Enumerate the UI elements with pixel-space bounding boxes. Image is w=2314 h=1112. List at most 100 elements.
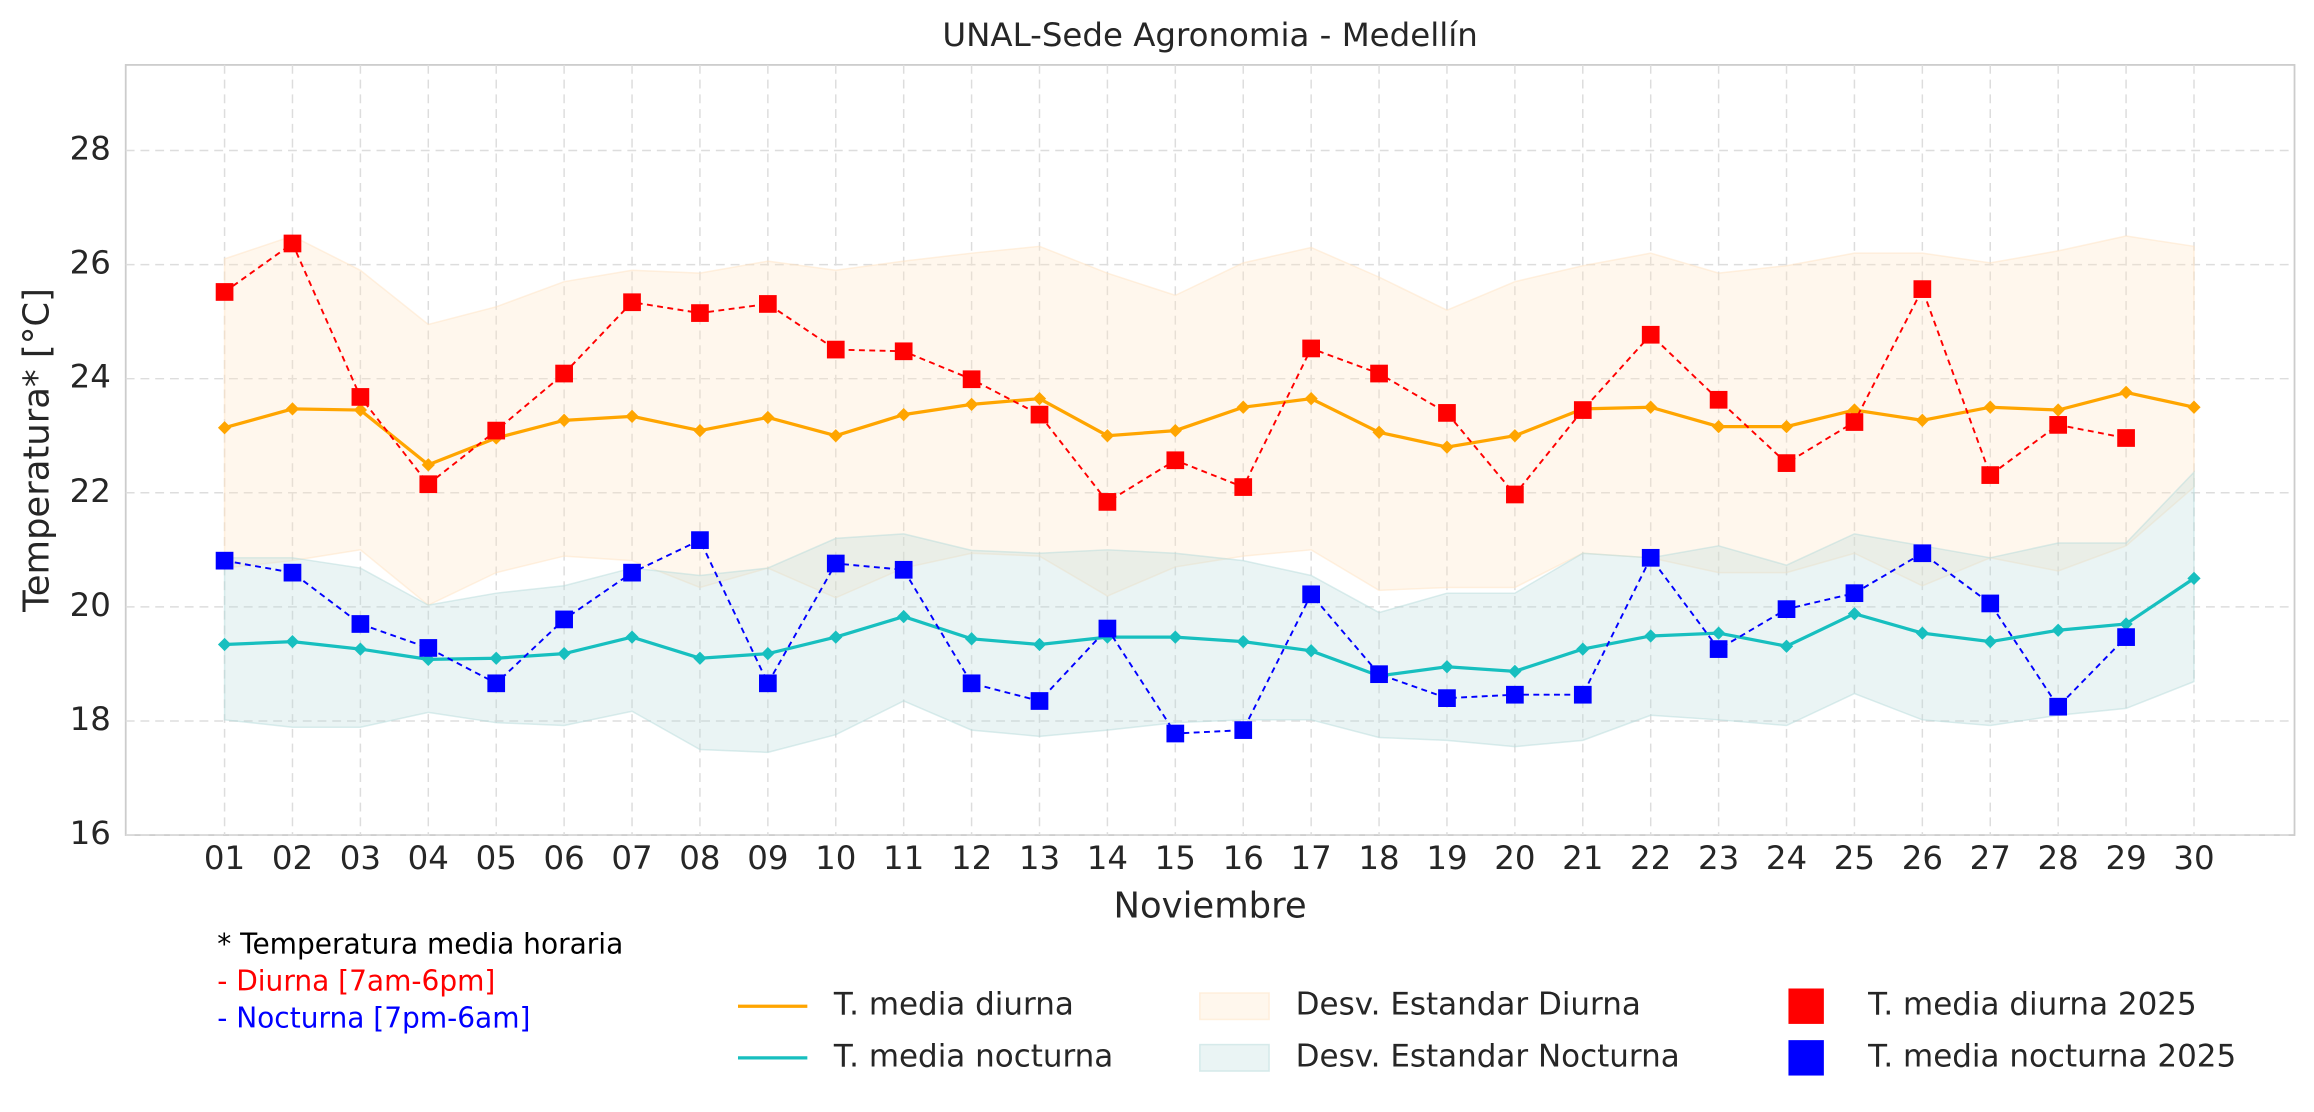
mean-line (224, 390, 2195, 467)
legend-label: T. media nocturna (833, 1038, 1113, 1074)
point (625, 409, 639, 423)
x-tick-label: 14 (1087, 839, 1128, 877)
square-marker (826, 554, 845, 573)
point (625, 630, 639, 644)
x-tick-label: 17 (1291, 839, 1332, 877)
point (761, 410, 775, 425)
point (353, 642, 368, 656)
x-tick-label: 15 (1155, 839, 1196, 877)
square-marker (759, 674, 777, 693)
square-marker (1438, 689, 1456, 707)
y-axis-label: Temperatura* [°C] (17, 288, 58, 613)
x-tick-label: 24 (1766, 839, 1807, 877)
square-marker (1845, 413, 1864, 431)
square-marker (351, 615, 370, 633)
square-marker (283, 234, 302, 253)
x-tick-label: 08 (679, 839, 720, 877)
point (2119, 617, 2133, 631)
square-marker (419, 475, 438, 494)
square-marker (1506, 485, 1524, 504)
square-marker (1913, 280, 1932, 298)
note: * Temperatura media horaria (217, 928, 623, 961)
square-marker (487, 674, 506, 693)
square-marker (1506, 685, 1524, 704)
point (1711, 419, 1726, 434)
square-marker (1981, 466, 2000, 484)
point (1168, 630, 1182, 644)
note: - Diurna [7am-6pm] (217, 965, 495, 998)
x-tick-label: 01 (204, 839, 245, 877)
x-tick-label: 11 (883, 839, 924, 877)
x-tick-label: 18 (1358, 839, 1399, 877)
plot-area (124, 64, 2296, 836)
square-marker (1234, 478, 1253, 496)
x-tick-label: 03 (340, 839, 381, 877)
square-marker (962, 674, 981, 693)
square-marker (962, 370, 981, 389)
square-marker (555, 364, 573, 383)
x-tick-label: 12 (951, 839, 992, 877)
square-marker (1845, 584, 1864, 603)
point (829, 630, 843, 644)
square-marker (2117, 429, 2135, 447)
square-marker (691, 531, 709, 549)
point (2119, 385, 2133, 400)
x-tick-label: 19 (1426, 839, 1467, 877)
x-tick-label: 23 (1698, 839, 1739, 877)
square-marker (1030, 405, 1049, 424)
y-tick-label: 22 (70, 472, 111, 510)
point (897, 609, 911, 624)
point (1508, 664, 1522, 678)
square-marker (1302, 585, 1320, 604)
square-marker (894, 560, 913, 579)
square-marker (1302, 339, 1320, 358)
square-marker (487, 421, 506, 440)
x-tick-label: 29 (2105, 839, 2146, 877)
point (217, 637, 232, 652)
legend-swatch (1788, 988, 1824, 1024)
point (1372, 425, 1386, 439)
square-marker (1370, 665, 1388, 684)
x-tick-label: 26 (1902, 839, 1943, 877)
point (1032, 392, 1047, 406)
point (1508, 429, 1522, 443)
point (1915, 626, 1929, 640)
point (964, 632, 979, 646)
point (1983, 400, 1997, 414)
square-marker (894, 342, 913, 361)
x-tick-label: 04 (408, 839, 449, 877)
point (2051, 403, 2065, 417)
point (1644, 629, 1658, 643)
square-marker (1234, 721, 1253, 739)
square-marker (2049, 416, 2068, 434)
mean-line (224, 576, 2195, 678)
point (353, 403, 368, 417)
point (1236, 635, 1250, 649)
square-marker (1641, 325, 1660, 344)
point (421, 458, 435, 472)
point (2051, 623, 2065, 637)
point (693, 651, 707, 665)
square-marker (1573, 401, 1592, 419)
square-marker (1981, 594, 2000, 613)
point (1576, 642, 1590, 656)
x-tick-label: 30 (2173, 839, 2214, 877)
square-marker (215, 551, 234, 570)
point (1100, 429, 1115, 443)
x-tick-label: 05 (476, 839, 517, 877)
square-marker (623, 293, 641, 312)
square-marker (1641, 548, 1660, 567)
legend-label: Desv. Estandar Diurna (1296, 987, 1641, 1023)
legend-label: T. media diurna (833, 987, 1074, 1023)
square-marker (2117, 628, 2135, 646)
point (285, 635, 300, 649)
point (557, 413, 571, 427)
point (1779, 639, 1794, 653)
square-marker (1777, 600, 1796, 619)
x-tick-label: 13 (1019, 839, 1060, 877)
point (489, 651, 503, 665)
y-tick-label: 24 (70, 358, 111, 396)
point (2187, 571, 2201, 585)
